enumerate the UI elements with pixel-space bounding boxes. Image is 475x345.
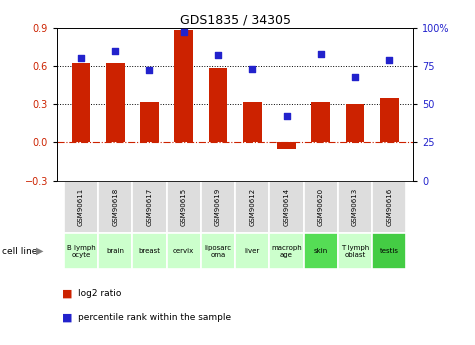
Text: liposarc
oma: liposarc oma [204, 245, 231, 258]
Bar [372, 181, 407, 233]
Bar [133, 181, 167, 233]
Text: log2 ratio: log2 ratio [78, 289, 122, 298]
Text: T lymph
oblast: T lymph oblast [341, 245, 369, 258]
Text: breast: breast [139, 248, 161, 254]
Bar [201, 233, 235, 269]
Bar [380, 98, 399, 142]
Bar [269, 233, 304, 269]
Text: cell line: cell line [2, 247, 38, 256]
Text: percentile rank within the sample: percentile rank within the sample [78, 313, 231, 322]
Text: ■: ■ [62, 313, 72, 322]
Bar [235, 233, 269, 269]
Bar [64, 233, 98, 269]
Bar [72, 63, 90, 142]
Bar [269, 181, 304, 233]
Bar [346, 104, 364, 142]
Point [214, 52, 222, 58]
Point [248, 66, 256, 72]
Text: cervix: cervix [173, 248, 194, 254]
Bar [174, 30, 193, 142]
Bar [201, 181, 235, 233]
Point [386, 57, 393, 62]
Bar [311, 101, 330, 142]
Point [180, 29, 188, 35]
Text: skin: skin [314, 248, 328, 254]
Bar [98, 233, 133, 269]
Bar [304, 233, 338, 269]
Text: ■: ■ [62, 288, 72, 298]
Point [317, 51, 324, 56]
Bar [167, 233, 201, 269]
Text: GSM90614: GSM90614 [284, 188, 289, 226]
Text: liver: liver [245, 248, 260, 254]
Bar [167, 181, 201, 233]
Text: macroph
age: macroph age [271, 245, 302, 258]
Bar [133, 233, 167, 269]
Bar [338, 233, 372, 269]
Bar [243, 101, 262, 142]
Text: testis: testis [380, 248, 399, 254]
Bar [304, 181, 338, 233]
Text: GSM90617: GSM90617 [146, 188, 152, 226]
Text: GSM90619: GSM90619 [215, 188, 221, 226]
Text: GSM90620: GSM90620 [318, 188, 324, 226]
Text: GSM90615: GSM90615 [181, 188, 187, 226]
Point [77, 56, 85, 61]
Text: GSM90611: GSM90611 [78, 188, 84, 226]
Bar [277, 142, 296, 149]
Bar [338, 181, 372, 233]
Bar [106, 63, 124, 142]
Text: GSM90616: GSM90616 [386, 188, 392, 226]
Text: GSM90613: GSM90613 [352, 188, 358, 226]
Text: brain: brain [106, 248, 124, 254]
Point [351, 74, 359, 79]
Text: GSM90612: GSM90612 [249, 188, 255, 226]
Bar [209, 68, 228, 142]
Bar [372, 233, 407, 269]
Bar [64, 181, 98, 233]
Text: ▶: ▶ [36, 246, 43, 256]
Text: B lymph
ocyte: B lymph ocyte [66, 245, 95, 258]
Point [112, 48, 119, 53]
Bar [98, 181, 133, 233]
Bar [235, 181, 269, 233]
Text: GSM90618: GSM90618 [112, 188, 118, 226]
Title: GDS1835 / 34305: GDS1835 / 34305 [180, 13, 291, 27]
Point [146, 68, 153, 73]
Point [283, 114, 290, 119]
Bar [140, 101, 159, 142]
